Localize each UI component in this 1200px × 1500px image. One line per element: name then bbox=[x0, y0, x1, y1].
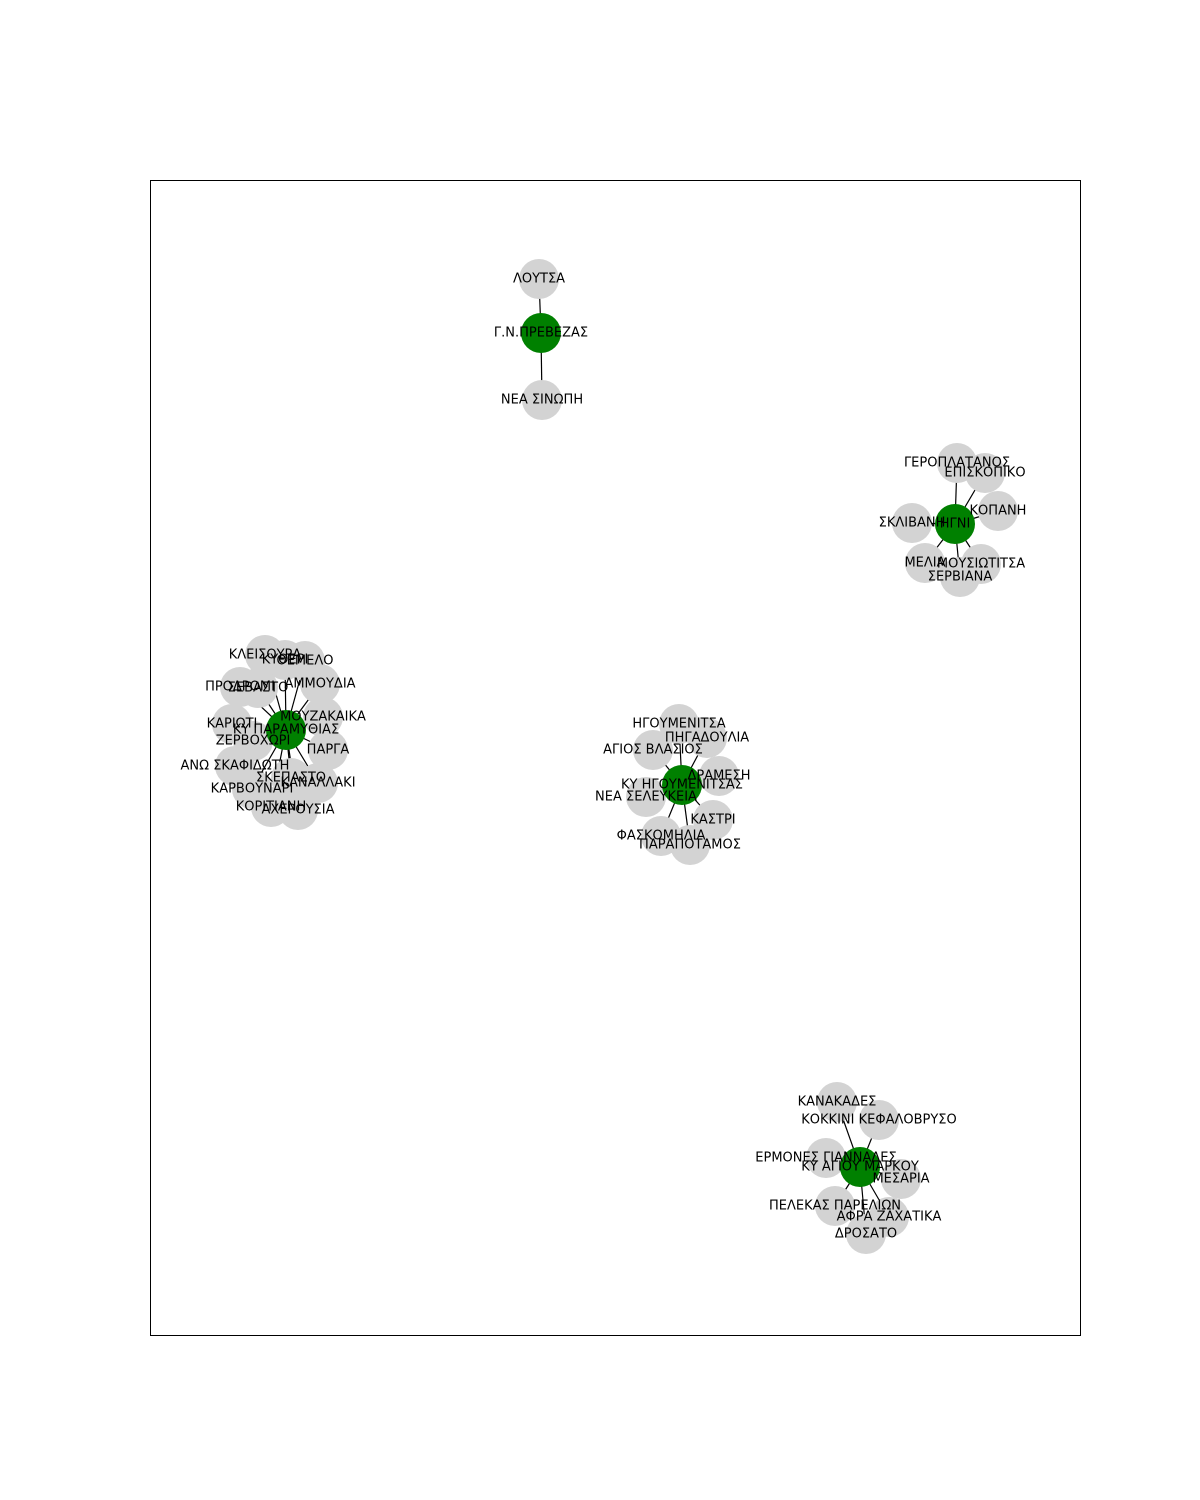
hub-node-κυ-παραμυθιας bbox=[266, 710, 306, 750]
leaf-label-πελεκας-παρελιων: ΠΕΛΕΚΑΣ ΠΑΡΕΛΙΩΝ bbox=[769, 1199, 901, 1214]
leaf-label-παραποταμος: ΠΑΡΑΠΟΤΑΜΟΣ bbox=[639, 838, 741, 853]
leaf-label-αχερουσια: ΑΧΕΡΟΥΣΙΑ bbox=[262, 803, 335, 818]
leaf-label-κοριτιανη: ΚΟΡΙΤΙΑΝΗ bbox=[236, 800, 307, 815]
leaf-node-κοπανη bbox=[978, 491, 1018, 531]
leaf-label-σερβιανα: ΣΕΡΒΙΑΝΑ bbox=[928, 570, 993, 585]
leaf-label-αγιος-βλασιος: ΑΓΙΟΣ ΒΛΑΣΙΟΣ bbox=[603, 743, 703, 758]
leaf-label-φασκομηλια: ΦΑΣΚΟΜΗΛΙΑ bbox=[617, 829, 706, 844]
hub-label-κυ-ηγουμενιτσας: ΚΥ ΗΓΟΥΜΕΝΙΤΣΑΣ bbox=[621, 778, 743, 793]
leaf-label-σκλιβανη: ΣΚΛΙΒΑΝΗ bbox=[879, 516, 946, 531]
leaf-node-αμμουδια bbox=[300, 664, 340, 704]
leaf-label-αμμουδια: ΑΜΜΟΥΔΙΑ bbox=[284, 677, 355, 692]
leaf-node-παργα bbox=[308, 730, 348, 770]
leaf-node-πηγαδουλια bbox=[687, 718, 727, 758]
leaf-label-κανακαδες: ΚΑΝΑΚΑΔΕΣ bbox=[798, 1095, 877, 1110]
leaf-label-κοκκινι-κεφαλοβρυσο: ΚΟΚΚΙΝΙ ΚΕΦΑΛΟΒΡΥΣΟ bbox=[801, 1113, 956, 1128]
leaf-label-κυθερι: ΚΥΘΕΡΙ bbox=[262, 653, 309, 668]
leaf-label-ερμονες-γιανναδες: ΕΡΜΟΝΕΣ ΓΙΑΝΝΑΔΕΣ bbox=[755, 1151, 896, 1166]
leaf-label-σκεπαστο: ΣΚΕΠΑΣΤΟ bbox=[256, 771, 326, 786]
leaf-node-σεβαστο bbox=[238, 668, 278, 708]
hub-node-γ-ν-πρεβεζας bbox=[521, 313, 561, 353]
leaf-label-θεμελο: ΘΕΜΕΛΟ bbox=[276, 654, 333, 669]
leaf-label-σεβαστο: ΣΕΒΑΣΤΟ bbox=[228, 681, 289, 696]
leaf-node-σερβιανα bbox=[940, 557, 980, 597]
leaf-label-ζερβοχωρι: ΖΕΡΒΟΧΩΡΙ bbox=[216, 734, 291, 749]
leaf-node-επισκοπικο bbox=[965, 453, 1005, 493]
leaf-node-μελια bbox=[905, 543, 945, 583]
leaf-label-καστρι: ΚΑΣΤΡΙ bbox=[690, 813, 735, 828]
plot-frame bbox=[150, 180, 1081, 1336]
leaf-node-νεα-σινωπη bbox=[522, 380, 562, 420]
leaf-label-δροσατο: ΔΡΟΣΑΤΟ bbox=[835, 1227, 897, 1242]
leaf-node-ερμονες-γιανναδες bbox=[806, 1138, 846, 1178]
hub-node-κυ-ηγουμενιτσας bbox=[662, 765, 702, 805]
leaf-label-νεα-σελευκεια: ΝΕΑ ΣΕΛΕΥΚΕΙΑ bbox=[595, 790, 697, 805]
leaf-label-μεσαρια: ΜΕΣΑΡΙΑ bbox=[872, 1172, 929, 1187]
leaf-label-καριωτι: ΚΑΡΙΩΤΙ bbox=[207, 717, 258, 732]
leaf-node-μουζακαικα bbox=[303, 697, 343, 737]
leaf-label-μουσιωτιτσα: ΜΟΥΣΙΩΤΙΤΣΑ bbox=[937, 557, 1025, 572]
leaf-node-αγιος-βλασιος bbox=[633, 730, 673, 770]
leaf-node-πελεκας-παρελιων bbox=[815, 1186, 855, 1226]
hub-node-ηγνι bbox=[935, 504, 975, 544]
leaf-node-κοκκινι-κεφαλοβρυσο bbox=[859, 1100, 899, 1140]
leaf-label-δραμεση: ΔΡΑΜΕΣΗ bbox=[687, 769, 750, 784]
leaf-label-κοπανη: ΚΟΠΑΝΗ bbox=[970, 504, 1027, 519]
leaf-label-παργα: ΠΑΡΓΑ bbox=[307, 743, 350, 758]
leaf-label-κλεισουρα: ΚΛΕΙΣΟΥΡΑ bbox=[229, 648, 302, 663]
leaf-node-μεσαρια bbox=[881, 1159, 921, 1199]
leaf-node-λουτσα bbox=[519, 259, 559, 299]
leaf-label-μουζακαικα: ΜΟΥΖΑΚΑΙΚΑ bbox=[280, 710, 366, 725]
hub-label-κυ-παραμυθιας: ΚΥ ΠΑΡΑΜΥΘΙΑΣ bbox=[233, 723, 339, 738]
hub-node-κυ-αγιου-μαρκου bbox=[840, 1147, 880, 1187]
labels-layer: ΛΟΥΤΣΑ ΝΕΑ ΣΙΝΩΠΗ Γ.Ν.ΠΡΕΒΕΖΑΣ ΓΕΡΟΠΛΑΤΑΝΟΣ… bbox=[181, 272, 1027, 1242]
hub-label-κυ-αγιου-μαρκου: ΚΥ ΑΓΙΟΥ ΜΑΡΚΟΥ bbox=[801, 1160, 919, 1175]
leaf-label-γεροπλατανος: ΓΕΡΟΠΛΑΤΑΝΟΣ bbox=[904, 456, 1010, 471]
leaf-label-νεα-σινωπη: ΝΕΑ ΣΙΝΩΠΗ bbox=[501, 393, 583, 408]
leaf-label-επισκοπικο: ΕΠΙΣΚΟΠΙΚΟ bbox=[944, 466, 1025, 481]
leaf-node-δροσατο bbox=[846, 1214, 886, 1254]
leaf-node-κανακαδες bbox=[817, 1082, 857, 1122]
leaf-label-μελια: ΜΕΛΙΑ bbox=[904, 556, 945, 571]
leaf-node-αχερουσια bbox=[278, 790, 318, 830]
leaf-node-δραμεση bbox=[699, 756, 739, 796]
leaf-label-αφρα-ζαχατικα: ΑΦΡΑ ΖΑΧΑΤΙΚΑ bbox=[837, 1210, 942, 1225]
hub-label-γ-ν-πρεβεζας: Γ.Ν.ΠΡΕΒΕΖΑΣ bbox=[494, 326, 588, 341]
leaf-label-λουτσα: ΛΟΥΤΣΑ bbox=[513, 272, 565, 287]
hub-label-ηγνι: ΗΓΝΙ bbox=[940, 517, 971, 532]
leaf-label-ηγουμενιτσα: ΗΓΟΥΜΕΝΙΤΣΑ bbox=[632, 717, 725, 732]
leaf-label-καρβουναρι: ΚΑΡΒΟΥΝΑΡΙ bbox=[211, 782, 294, 797]
leaf-node-σκλιβανη bbox=[892, 503, 932, 543]
leaf-node-παραποταμος bbox=[670, 825, 710, 865]
nodes-layer bbox=[212, 259, 1018, 1254]
leaf-label-προδρομι: ΠΡΟΔΡΟΜΙ bbox=[205, 680, 275, 695]
leaf-label-καναλλακι: ΚΑΝΑΛΛΑΚΙ bbox=[280, 776, 355, 791]
leaf-label-ανω-σκαφιδωτη: ΑΝΩ ΣΚΑΦΙΔΩΤΗ bbox=[181, 759, 290, 774]
leaf-node-νεα-σελευκεια bbox=[626, 777, 666, 817]
leaf-label-πηγαδουλια: ΠΗΓΑΔΟΥΛΙΑ bbox=[665, 731, 749, 746]
